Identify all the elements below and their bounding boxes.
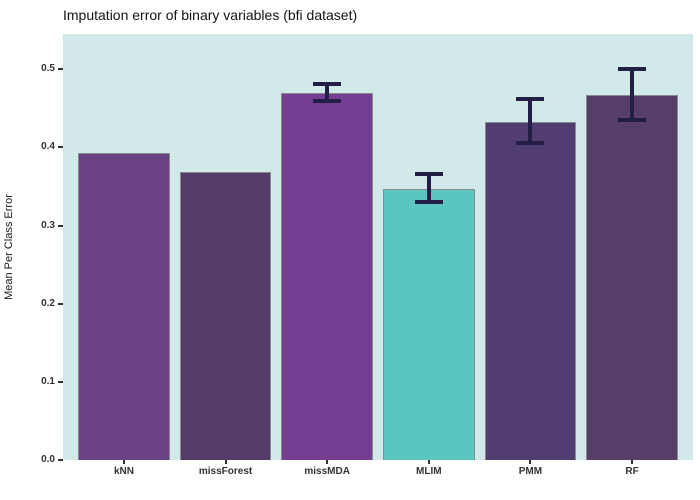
error-bar-cap-top-PMM: [516, 97, 545, 102]
x-tick-mark-PMM: [529, 460, 532, 464]
error-bar-cap-bottom-missMDA: [313, 98, 342, 103]
x-tick-label-missForest: missForest: [198, 466, 253, 477]
x-tick-label-kNN: kNN: [113, 466, 134, 477]
bar-MLIM: [383, 188, 475, 460]
y-tick-label-0.5: 0.5: [41, 63, 55, 75]
y-tick-mark-0.1: [58, 380, 63, 383]
error-bar-cap-top-missMDA: [313, 81, 342, 86]
x-tick-label-MLIM: MLIM: [416, 466, 442, 477]
y-tick-mark-0.2: [58, 302, 63, 305]
error-bar-stem-RF: [630, 66, 635, 123]
chart-title: Imputation error of binary variables (bf…: [63, 7, 358, 23]
x-tick-mark-RF: [631, 460, 634, 464]
bar-PMM: [484, 121, 577, 460]
error-bar-stem-PMM: [528, 97, 533, 145]
x-tick-mark-kNN: [122, 460, 125, 464]
error-bar-cap-top-RF: [618, 66, 647, 71]
x-tick-mark-missForest: [224, 460, 227, 464]
error-bar-stem-MLIM: [426, 172, 431, 205]
error-bar-cap-bottom-PMM: [516, 140, 545, 145]
y-tick-label-0.3: 0.3: [41, 219, 55, 231]
y-tick-mark-0.3: [58, 224, 63, 227]
y-tick-mark-0.4: [58, 146, 63, 149]
error-bar-cap-bottom-RF: [618, 118, 647, 123]
y-tick-mark-0.0: [58, 459, 63, 461]
bar-RF: [586, 94, 678, 460]
y-axis-title: Mean Per Class Error: [3, 194, 15, 300]
x-tick-mark-missMDA: [326, 460, 329, 464]
bar-missForest: [179, 171, 272, 460]
error-bar-stem-missMDA: [325, 81, 330, 103]
y-tick-mark-0.5: [58, 68, 63, 71]
error-bar-cap-bottom-MLIM: [414, 200, 443, 205]
x-tick-mark-MLIM: [427, 460, 430, 464]
y-tick-label-0.1: 0.1: [41, 375, 55, 387]
y-tick-label-0.4: 0.4: [41, 141, 55, 153]
error-bar-cap-top-MLIM: [414, 172, 443, 177]
bar-kNN: [78, 152, 170, 460]
y-tick-label-0.0: 0.0: [41, 454, 55, 465]
plot-panel: [63, 34, 693, 460]
bar-missMDA: [281, 92, 373, 460]
x-tick-label-PMM: PMM: [518, 466, 543, 477]
x-tick-label-missMDA: missMDA: [304, 466, 350, 477]
x-tick-label-RF: RF: [625, 466, 639, 477]
y-tick-label-0.2: 0.2: [41, 297, 55, 309]
